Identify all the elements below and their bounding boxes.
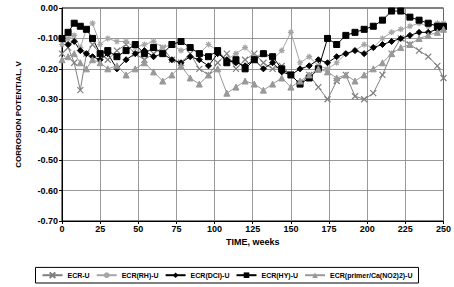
svg-text:200: 200	[360, 224, 375, 234]
svg-text:-0.40: -0.40	[37, 125, 58, 135]
svg-text:ECR(DCI)-U: ECR(DCI)-U	[191, 272, 230, 280]
svg-text:100: 100	[207, 224, 222, 234]
svg-text:-0.70: -0.70	[37, 216, 58, 226]
svg-text:125: 125	[245, 224, 260, 234]
svg-text:ECR(RH)-U: ECR(RH)-U	[122, 272, 159, 280]
svg-text:150: 150	[283, 224, 298, 234]
svg-text:-0.30: -0.30	[37, 94, 58, 104]
svg-text:ECR-U: ECR-U	[68, 272, 90, 279]
svg-text:250: 250	[436, 224, 451, 234]
svg-text:25: 25	[95, 224, 105, 234]
svg-text:TIME, weeks: TIME, weeks	[226, 237, 280, 247]
svg-text:75: 75	[171, 224, 181, 234]
svg-text:ECR(primer/Ca(NO2)2)-U: ECR(primer/Ca(NO2)2)-U	[330, 272, 412, 280]
svg-text:-0.50: -0.50	[37, 155, 58, 165]
svg-text:225: 225	[398, 224, 413, 234]
svg-text:CORROSION POTENTIAL, V: CORROSION POTENTIAL, V	[14, 61, 23, 168]
svg-text:-0.10: -0.10	[37, 33, 58, 43]
svg-text:0.00: 0.00	[40, 3, 58, 13]
svg-text:ECR(HY)-U: ECR(HY)-U	[261, 272, 298, 280]
svg-text:-0.60: -0.60	[37, 186, 58, 196]
svg-text:-0.20: -0.20	[37, 64, 58, 74]
svg-text:50: 50	[133, 224, 143, 234]
svg-text:175: 175	[322, 224, 337, 234]
svg-text:0: 0	[59, 224, 64, 234]
